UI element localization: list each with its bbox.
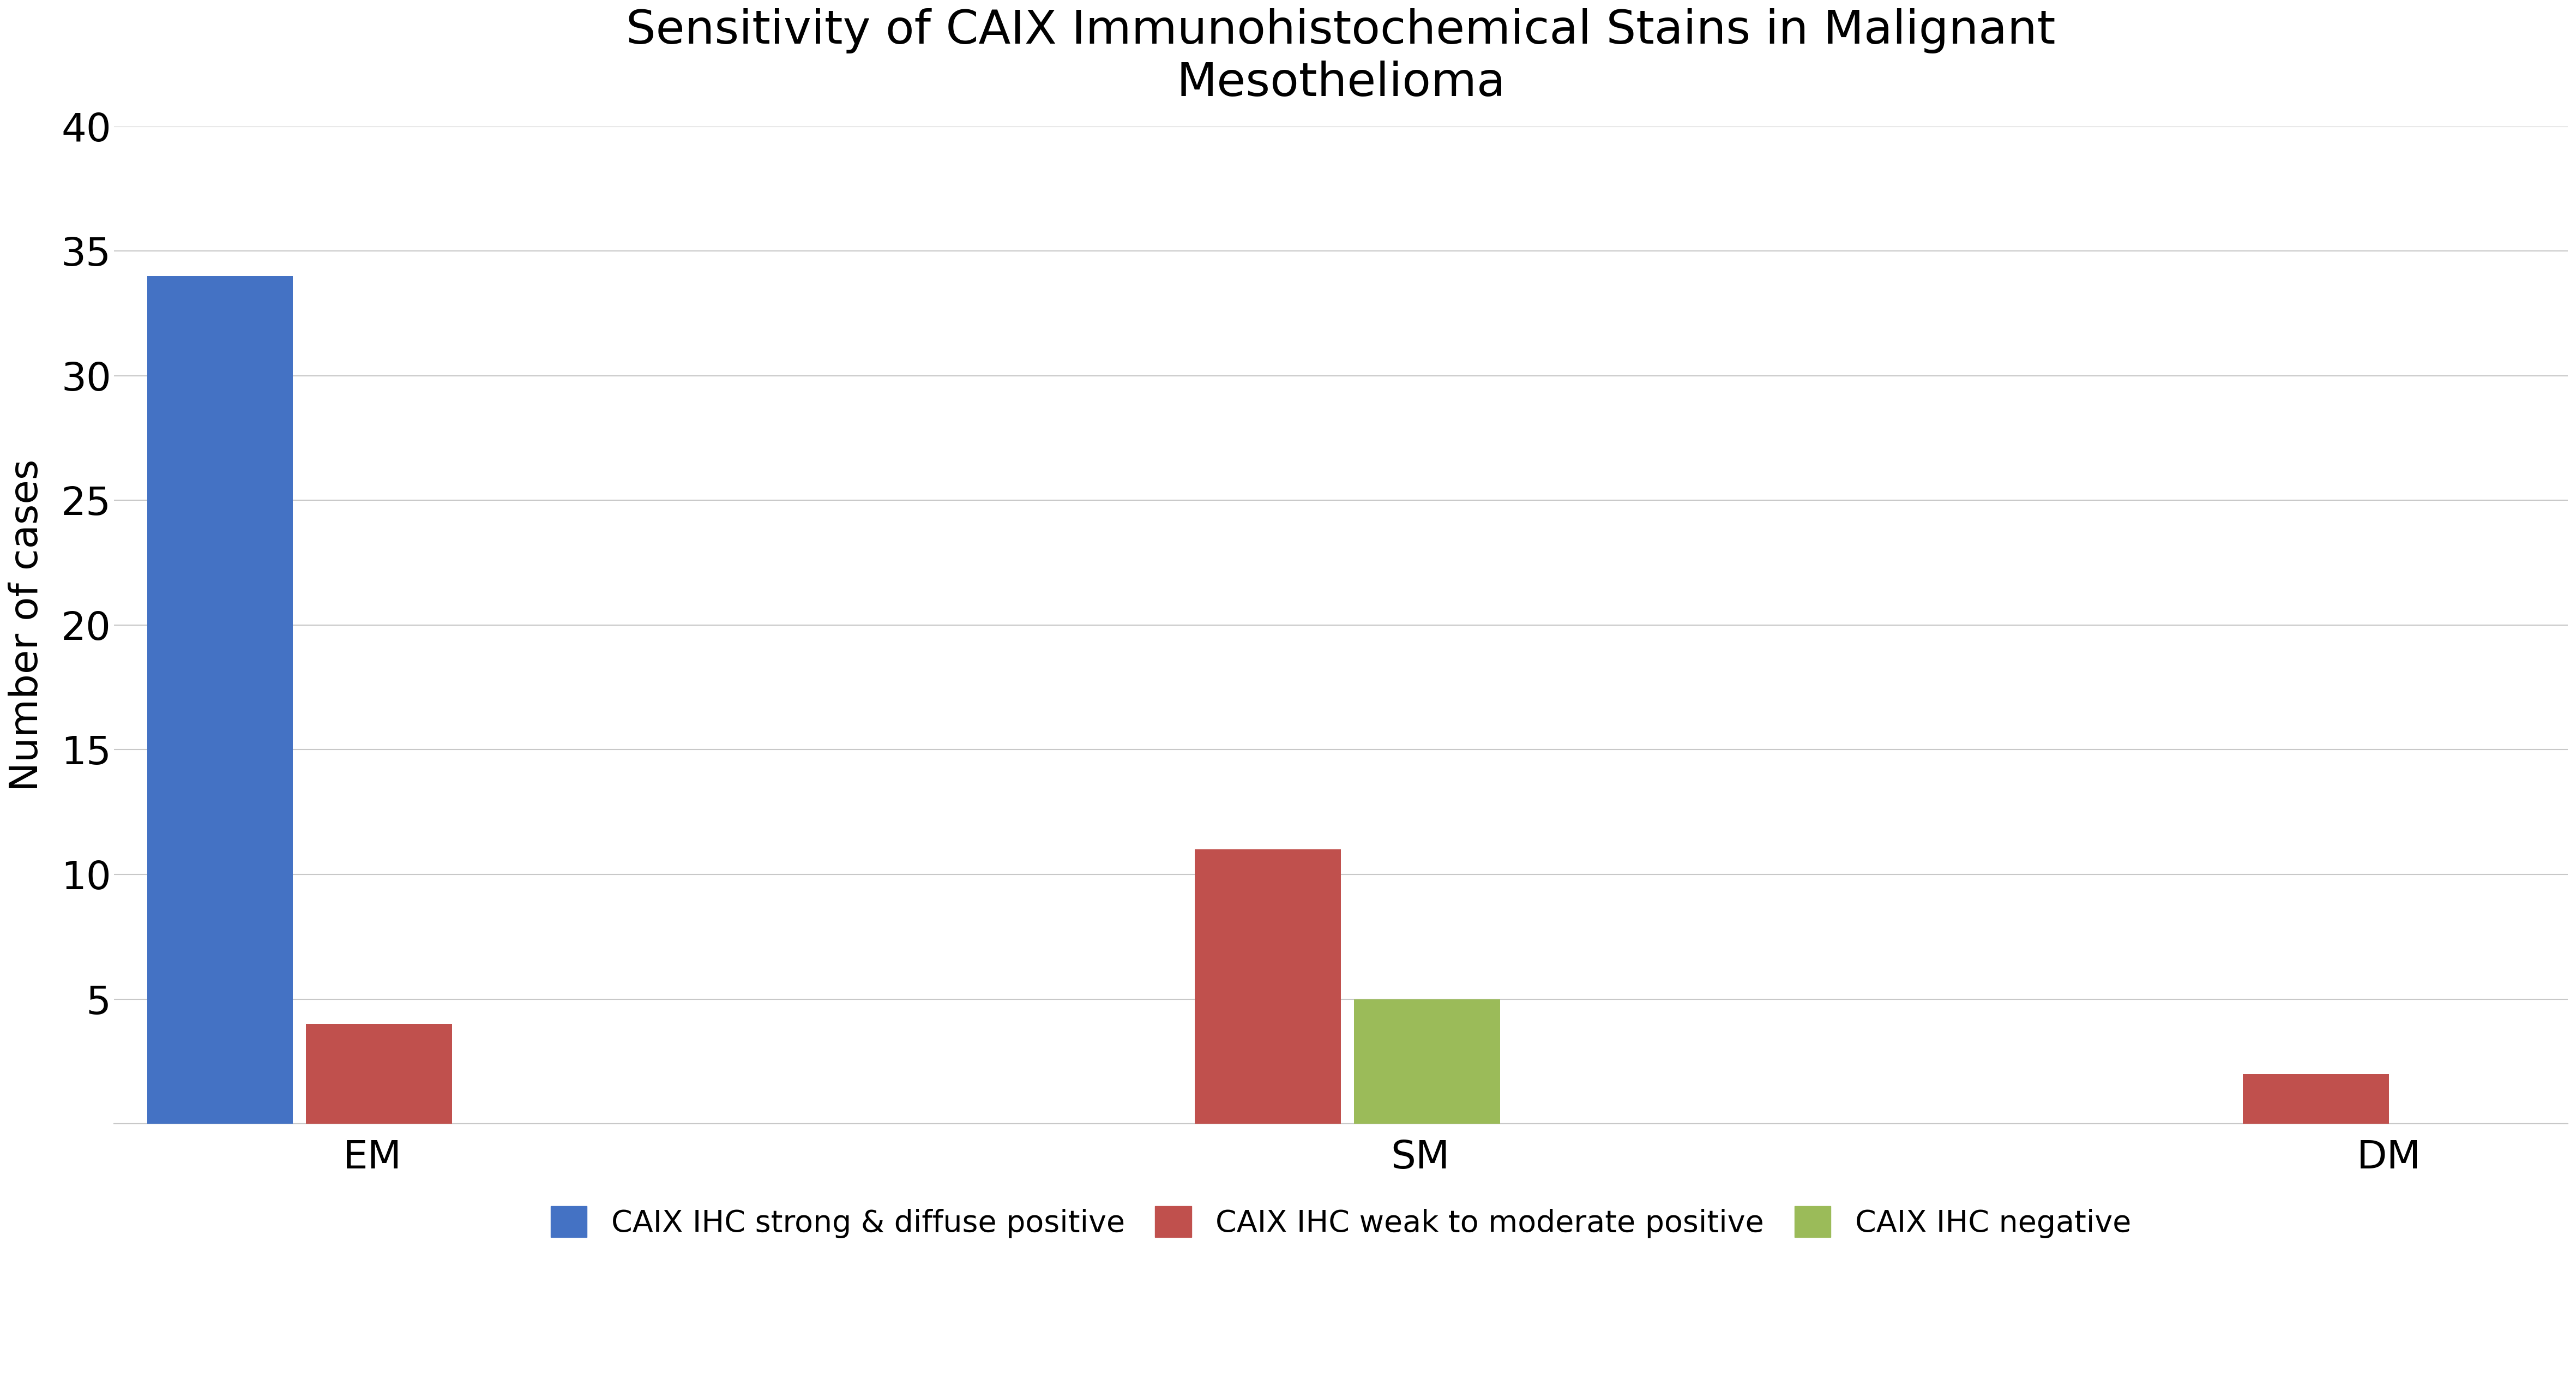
Bar	[147, 276, 294, 1124]
Bar	[2244, 1074, 2388, 1124]
Y-axis label: Number of cases: Number of cases	[8, 459, 46, 792]
Bar	[307, 1025, 453, 1124]
Bar	[1355, 1000, 1499, 1124]
Bar	[1195, 849, 1342, 1124]
Legend: CAIX IHC strong & diffuse positive, CAIX IHC weak to moderate positive, CAIX IHC: CAIX IHC strong & diffuse positive, CAIX…	[551, 1207, 2130, 1238]
Title: Sensitivity of CAIX Immunohistochemical Stains in Malignant
Mesothelioma: Sensitivity of CAIX Immunohistochemical …	[626, 8, 2056, 106]
